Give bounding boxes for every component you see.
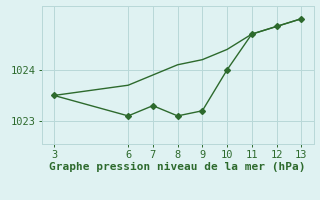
X-axis label: Graphe pression niveau de la mer (hPa): Graphe pression niveau de la mer (hPa) <box>49 162 306 172</box>
